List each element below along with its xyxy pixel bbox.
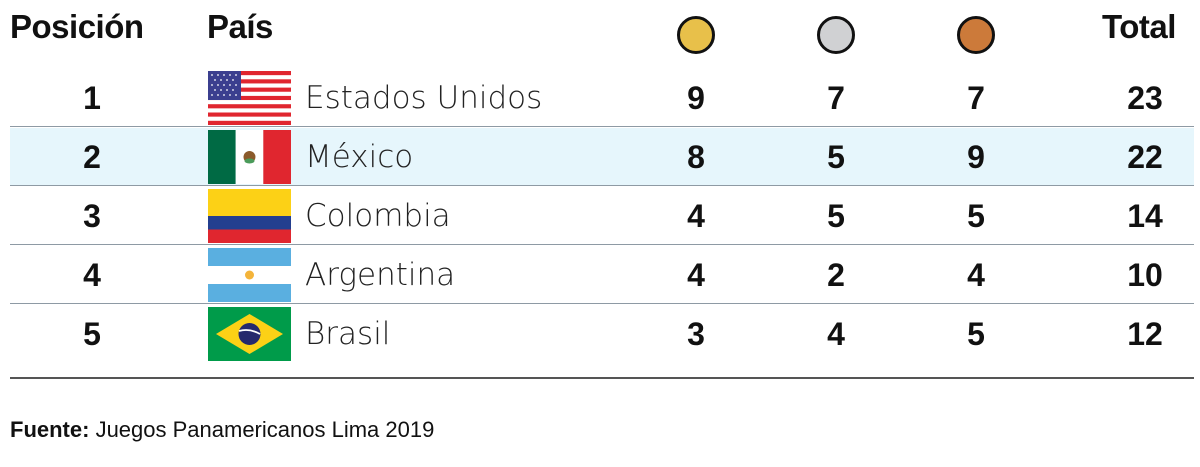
source-text: Juegos Panamericanos Lima 2019: [89, 417, 435, 442]
silver-count: 2: [827, 257, 845, 293]
country-name: Argentina: [305, 257, 456, 293]
gold-count: 9: [687, 80, 705, 116]
total-count: 22: [1127, 139, 1163, 175]
country-name: Colombia: [305, 198, 451, 234]
table-row: 1 Estados Unidos 9 7: [10, 69, 1194, 127]
header-total: Total: [1102, 8, 1176, 45]
silver-medal-icon: [817, 16, 855, 54]
gold-count: 3: [687, 316, 705, 352]
colombia-flag-icon: [208, 189, 291, 243]
table-row: 2 México 8 5 9 22: [10, 128, 1194, 186]
silver-count: 7: [827, 80, 845, 116]
silver-count: 5: [827, 198, 845, 234]
table-row: 4 Argentina 4 2 4 10: [10, 246, 1194, 304]
header-position: Posición: [10, 8, 144, 45]
country-name: Estados Unidos: [305, 80, 543, 116]
table-bottom-divider: [10, 377, 1194, 379]
position: 2: [83, 139, 101, 175]
bronze-count: 7: [967, 80, 985, 116]
total-count: 14: [1127, 198, 1163, 234]
total-count: 10: [1127, 257, 1163, 293]
position: 4: [83, 257, 101, 293]
bronze-count: 5: [967, 316, 985, 352]
bronze-count: 9: [967, 139, 985, 175]
gold-count: 4: [687, 198, 705, 234]
total-count: 12: [1127, 316, 1163, 352]
total-count: 23: [1127, 80, 1163, 116]
silver-count: 5: [827, 139, 845, 175]
brazil-flag-icon: [208, 307, 291, 361]
bronze-count: 4: [967, 257, 985, 293]
gold-count: 4: [687, 257, 705, 293]
source-label: Fuente:: [10, 417, 90, 442]
argentina-flag-icon: [208, 248, 291, 302]
source-note: Fuente: Juegos Panamericanos Lima 2019: [10, 417, 434, 443]
table-row: 3 Colombia 4 5 5 14: [10, 187, 1194, 245]
header-country: País: [207, 8, 273, 45]
table-row: 5 Brasil 3 4 5 12: [10, 305, 1194, 363]
bronze-medal-icon: [957, 16, 995, 54]
gold-medal-icon: [677, 16, 715, 54]
country-name: Brasil: [305, 316, 391, 352]
bronze-count: 5: [967, 198, 985, 234]
country-name: México: [305, 139, 414, 175]
position: 5: [83, 316, 101, 352]
position: 1: [83, 80, 101, 116]
mexico-flag-icon: [208, 130, 291, 184]
usa-flag-icon: [208, 71, 291, 125]
gold-count: 8: [687, 139, 705, 175]
position: 3: [83, 198, 101, 234]
silver-count: 4: [827, 316, 845, 352]
